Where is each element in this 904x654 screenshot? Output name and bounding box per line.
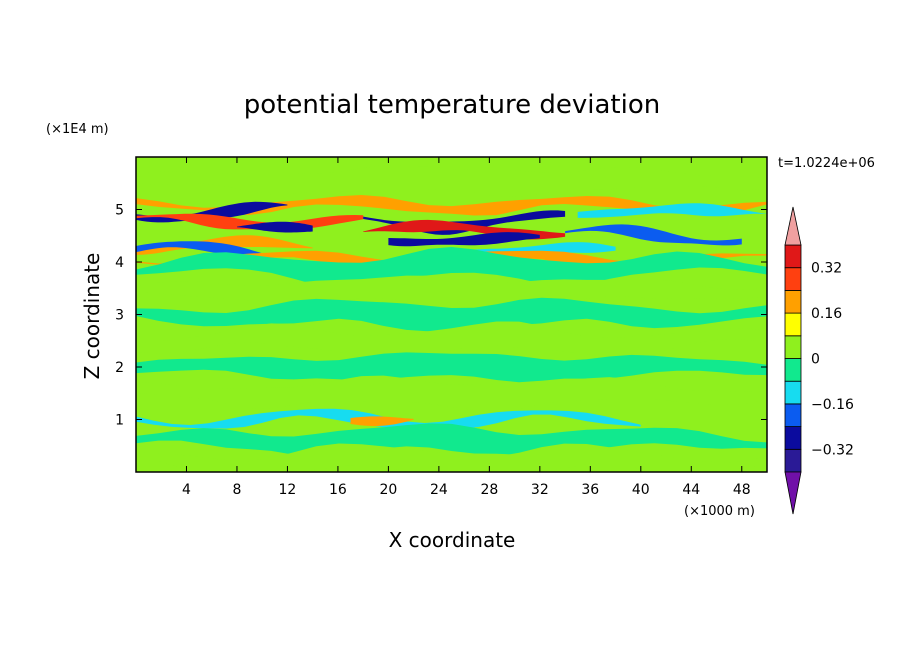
y-axis-ticks: 1 2 3 4 5 [115, 203, 767, 429]
x-tick-label: 36 [581, 482, 599, 498]
y-tick-label: 1 [115, 413, 124, 429]
field-band [136, 423, 767, 457]
x-tick-label: 12 [279, 482, 297, 498]
field-band [136, 321, 767, 361]
x-tick-label: 24 [430, 482, 448, 498]
colorbar-segment [784, 244, 802, 269]
field-band [136, 352, 767, 383]
y-tick-label: 3 [115, 308, 124, 324]
field-band [136, 375, 767, 412]
colorbar-extend-high [784, 206, 802, 246]
colorbar-segment [784, 289, 802, 314]
field-band [136, 297, 767, 332]
x-tick-label: 4 [182, 482, 191, 498]
field-band [136, 443, 767, 472]
y-tick-label: 5 [115, 203, 124, 219]
time-label: t=1.0224e+06 [778, 156, 875, 171]
colorbar-label: 0.16 [811, 306, 842, 322]
x-tick-label: 8 [232, 482, 241, 498]
x-tick-label: 44 [682, 482, 700, 498]
x-tick-label: 20 [379, 482, 397, 498]
field-band [350, 416, 414, 427]
field-band [565, 224, 742, 246]
plot-area [136, 157, 767, 472]
x-tick-label: 28 [480, 482, 498, 498]
field-band [136, 165, 767, 197]
colorbar-extend-low [784, 471, 802, 515]
field-band [136, 247, 767, 287]
colorbar-label: 0.32 [811, 261, 842, 277]
colorbar-segment [784, 335, 802, 359]
x-tick-label: 16 [329, 482, 347, 498]
x-axis-label: X coordinate [389, 528, 516, 552]
y-tick-label: 4 [115, 255, 124, 271]
colorbar-label: −0.32 [811, 442, 854, 458]
x-tick-label: 32 [531, 482, 549, 498]
y-unit-label: (×1E4 m) [46, 122, 109, 137]
field-band [136, 195, 767, 216]
chart-title: potential temperature deviation [244, 90, 660, 120]
colorbar-label: 0 [811, 352, 820, 368]
colorbar-label: −0.16 [811, 397, 854, 413]
y-axis-label: Z coordinate [80, 253, 104, 380]
colorbar-segment [784, 267, 802, 291]
field-band [136, 275, 767, 306]
colorbar-segment [784, 403, 802, 427]
colorbar-segment [784, 380, 802, 405]
colorbar-segment [784, 426, 802, 450]
x-unit-label: (×1000 m) [684, 504, 755, 519]
x-tick-label: 40 [632, 482, 650, 498]
y-tick-label: 2 [115, 360, 124, 376]
field-band [577, 203, 767, 218]
field-band [237, 221, 313, 233]
colorbar-segment [784, 312, 802, 337]
colorbar: 0.32 0.16 0 −0.16 −0.32 [784, 206, 854, 515]
colorbar-segment [784, 448, 802, 473]
x-axis-ticks: 4 8 12 16 20 24 28 32 36 40 44 48 [182, 157, 751, 498]
colorbar-segment [784, 358, 802, 382]
field-layer [136, 165, 767, 472]
field-band [388, 232, 540, 247]
x-tick-label: 48 [733, 482, 751, 498]
